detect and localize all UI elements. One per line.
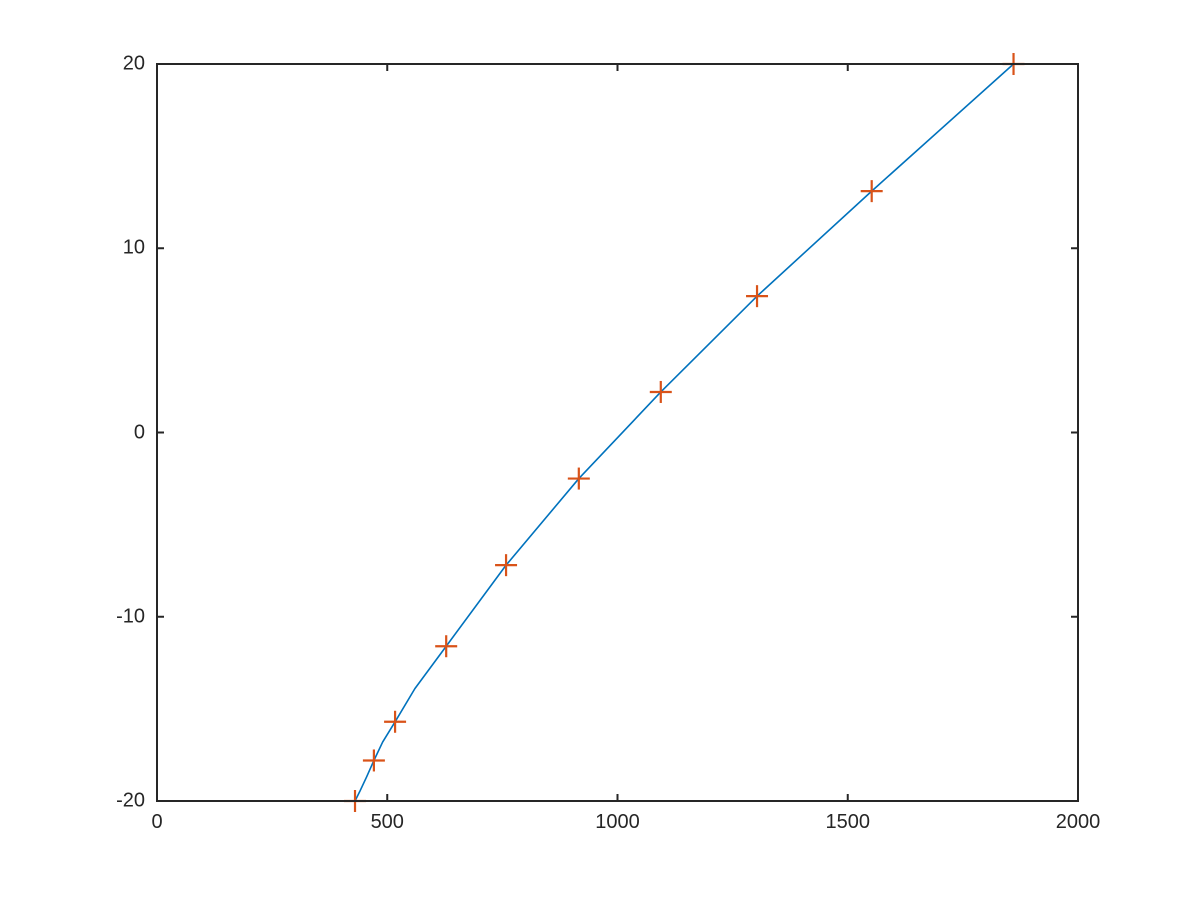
plot-svg <box>156 53 1079 812</box>
axis-ticks <box>157 64 1078 801</box>
y-tick-label: 10 <box>122 236 145 259</box>
axes-box <box>156 63 1079 802</box>
axes-area <box>156 53 1079 812</box>
data-point-marker <box>567 467 590 490</box>
x-tick-label: 1500 <box>825 811 871 833</box>
series-curve <box>354 63 1015 802</box>
data-point-marker <box>746 285 769 308</box>
series-line-curve <box>354 63 1015 802</box>
data-point-marker <box>495 554 518 577</box>
data-point-marker <box>362 749 385 772</box>
data-point-marker <box>384 710 407 733</box>
data-point-marker <box>860 180 883 203</box>
x-tick-label: 500 <box>370 811 404 833</box>
x-tick-label: 1000 <box>595 811 640 833</box>
x-tick-label: 2000 <box>1055 811 1101 833</box>
data-point-marker <box>649 380 672 403</box>
y-tick-label: 0 <box>133 421 145 443</box>
y-tick-label: -20 <box>116 789 145 812</box>
data-point-marker <box>435 635 458 658</box>
y-tick-label: -10 <box>116 605 145 628</box>
x-tick-label: 0 <box>151 811 163 833</box>
y-tick-label: 20 <box>122 52 145 75</box>
series-data-points <box>344 53 1025 812</box>
